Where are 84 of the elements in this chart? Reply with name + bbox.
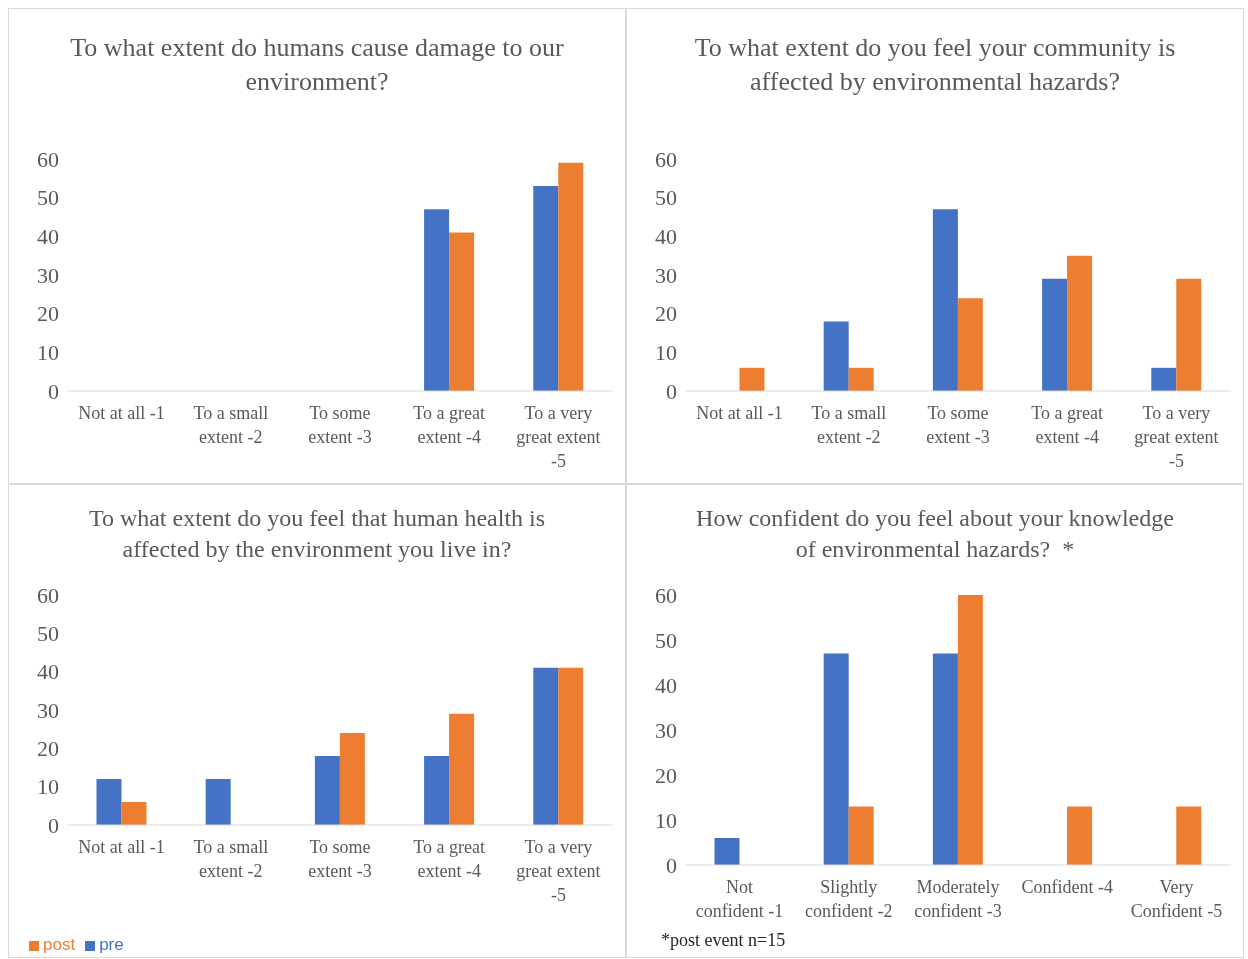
x-tick-label: To some extent -3 — [308, 403, 372, 447]
bar — [848, 806, 874, 865]
y-tick-label: 50 — [37, 185, 59, 211]
y-tick-label: 50 — [655, 185, 677, 211]
y-tick-label: 60 — [37, 582, 59, 608]
x-tick-label: Not at all -1 — [696, 403, 783, 423]
bar — [932, 209, 958, 391]
legend-label: pre — [99, 935, 124, 954]
bar — [424, 209, 450, 391]
y-tick-label: 20 — [655, 301, 677, 327]
bar — [533, 186, 559, 391]
bar — [823, 321, 849, 391]
bar — [558, 667, 584, 825]
legend-label: post — [43, 935, 76, 954]
x-tick-label: To some extent -3 — [926, 403, 990, 447]
bar — [449, 713, 475, 825]
bar — [823, 653, 849, 865]
text: *post event n=15 — [661, 930, 786, 951]
bar — [739, 367, 765, 391]
bar — [1151, 367, 1177, 391]
bar — [558, 162, 584, 391]
y-tick-label: 10 — [655, 807, 677, 833]
chart-title: To what extent do you feel that human health is affected by the environment you live in? — [87, 504, 547, 565]
x-tick-label: To a great extent -4 — [413, 403, 486, 447]
y-tick-label: 10 — [37, 340, 59, 366]
y-tick-label: 20 — [655, 762, 677, 788]
x-tick-label: To a very great extent -5 — [516, 837, 601, 905]
x-tick-label: Not at all -1 — [78, 403, 165, 423]
y-tick-label: 30 — [37, 262, 59, 288]
x-tick-label: Not confident -1 — [695, 877, 784, 921]
y-tick-label: 20 — [37, 301, 59, 327]
y-tick-label: 30 — [655, 717, 677, 743]
x-tick-label: To a very great extent -5 — [516, 403, 601, 471]
x-tick-label: To a great extent -4 — [1031, 403, 1104, 447]
bar — [1067, 806, 1093, 865]
y-tick-label: 40 — [37, 659, 59, 685]
y-tick-label: 0 — [666, 852, 677, 878]
x-tick-label: To some extent -3 — [308, 837, 372, 881]
bar — [449, 232, 475, 391]
y-tick-label: 40 — [37, 224, 59, 250]
x-tick-label: To a small extent -2 — [811, 403, 887, 447]
y-tick-label: 10 — [37, 774, 59, 800]
y-tick-label: 0 — [48, 378, 59, 404]
y-tick-label: 0 — [48, 812, 59, 838]
x-tick-label: Slightly confident -2 — [805, 877, 893, 921]
x-tick-label: To a small extent -2 — [193, 403, 269, 447]
bar — [533, 667, 559, 825]
chart-title: How confident do you feel about your knowledge of environmental hazards? * — [695, 504, 1175, 565]
chart-title: To what extent do humans cause damage to our environment? — [69, 32, 565, 98]
bar — [121, 802, 147, 825]
bar — [932, 653, 958, 865]
y-tick-label: 40 — [655, 672, 677, 698]
bar — [314, 756, 340, 825]
bar — [424, 756, 450, 825]
y-tick-label: 60 — [37, 146, 59, 172]
bar — [1176, 806, 1202, 865]
y-tick-label: 60 — [655, 146, 677, 172]
y-tick-label: 50 — [37, 621, 59, 647]
bar — [714, 838, 740, 865]
y-tick-label: 40 — [655, 224, 677, 250]
bar — [1176, 278, 1202, 391]
bar — [1067, 255, 1093, 391]
bar — [339, 733, 365, 825]
x-tick-label: To a very great extent -5 — [1134, 403, 1219, 471]
x-tick-label: Not at all -1 — [78, 837, 165, 857]
y-tick-label: 30 — [655, 262, 677, 288]
y-tick-label: 20 — [37, 736, 59, 762]
y-tick-label: 10 — [655, 340, 677, 366]
bar — [205, 779, 231, 825]
bar — [848, 367, 874, 391]
chart-title: To what extent do you feel your community is affected by environmental hazards? — [693, 32, 1177, 98]
y-tick-label: 30 — [37, 697, 59, 723]
bar — [957, 595, 983, 865]
x-tick-label: To a great extent -4 — [413, 837, 486, 881]
x-tick-label: Confident -4 — [1021, 877, 1113, 897]
x-tick-label: To a small extent -2 — [193, 837, 269, 881]
y-tick-label: 50 — [655, 627, 677, 653]
bar — [957, 298, 983, 391]
bar — [1042, 278, 1068, 391]
x-tick-label: Moderately confident -3 — [914, 877, 1002, 921]
y-tick-label: 60 — [655, 582, 677, 608]
bar — [96, 779, 122, 825]
y-tick-label: 0 — [666, 378, 677, 404]
x-tick-label: Very Confident -5 — [1130, 877, 1223, 921]
